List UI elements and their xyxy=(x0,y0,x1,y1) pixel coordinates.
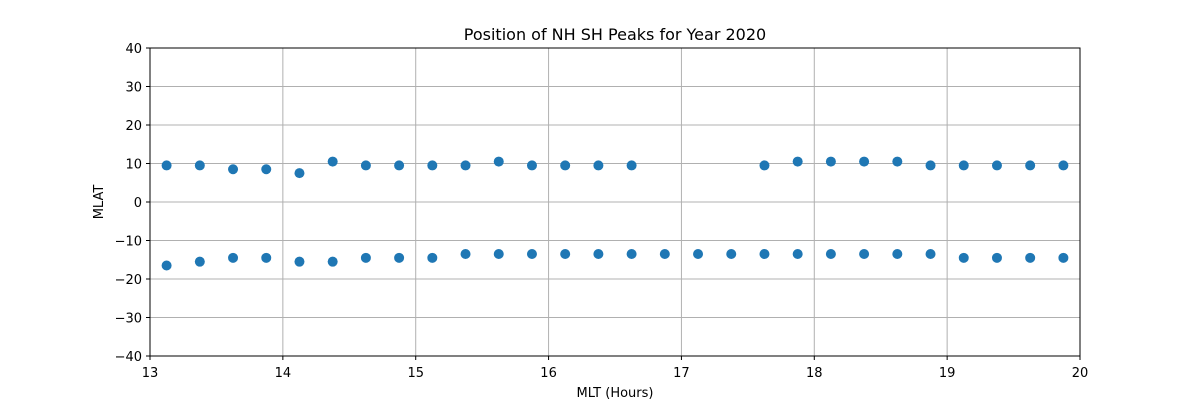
data-point xyxy=(925,160,936,171)
data-point xyxy=(958,160,969,171)
data-point xyxy=(859,248,870,259)
data-point xyxy=(460,160,471,171)
data-point xyxy=(493,156,504,167)
y-tick-label: −20 xyxy=(115,273,142,288)
data-point xyxy=(526,160,537,171)
y-tick-label: 0 xyxy=(134,196,142,211)
x-tick-label: 14 xyxy=(275,366,292,381)
x-tick-label: 18 xyxy=(806,366,823,381)
data-point xyxy=(394,160,405,171)
data-point xyxy=(327,156,338,167)
data-point xyxy=(859,156,870,167)
data-point xyxy=(1058,160,1069,171)
data-point xyxy=(726,248,737,259)
data-point xyxy=(261,252,272,263)
data-point xyxy=(759,248,770,259)
data-point xyxy=(825,248,836,259)
data-point xyxy=(161,260,172,271)
data-point xyxy=(759,160,770,171)
y-tick-label: 40 xyxy=(125,42,142,57)
y-tick-label: 20 xyxy=(125,119,142,134)
x-axis-label: MLT (Hours) xyxy=(577,386,654,400)
data-point xyxy=(360,252,371,263)
chart-title: Position of NH SH Peaks for Year 2020 xyxy=(464,25,766,44)
data-point xyxy=(792,248,803,259)
data-point xyxy=(892,248,903,259)
data-point xyxy=(659,248,670,259)
data-point xyxy=(693,248,704,259)
data-point xyxy=(626,248,637,259)
data-point xyxy=(792,156,803,167)
grid-layer xyxy=(149,47,1081,357)
data-point xyxy=(360,160,371,171)
data-point xyxy=(194,160,205,171)
y-tick-label: 30 xyxy=(125,81,142,96)
data-point xyxy=(626,160,637,171)
data-point xyxy=(991,252,1002,263)
points-layer xyxy=(161,156,1069,271)
y-tick-label: 10 xyxy=(125,158,142,173)
data-point xyxy=(327,256,338,267)
data-point xyxy=(161,160,172,171)
data-point xyxy=(892,156,903,167)
y-tick-label: −10 xyxy=(115,235,142,250)
ticks-layer: 13 14 15 16 17 18 19 20 −40 −30 −20 −10 0 10 20 30 40 xyxy=(115,42,1089,381)
data-point xyxy=(460,248,471,259)
x-tick-label: 15 xyxy=(407,366,424,381)
data-point xyxy=(1025,252,1036,263)
data-point xyxy=(394,252,405,263)
data-point xyxy=(991,160,1002,171)
y-tick-label: −30 xyxy=(115,312,142,327)
data-point xyxy=(294,256,305,267)
data-point xyxy=(493,248,504,259)
data-point xyxy=(228,252,239,263)
data-point xyxy=(560,248,571,259)
x-tick-label: 16 xyxy=(540,366,557,381)
data-point xyxy=(1058,252,1069,263)
data-point xyxy=(560,160,571,171)
x-tick-label: 13 xyxy=(142,366,159,381)
data-point xyxy=(1025,160,1036,171)
data-point xyxy=(261,164,272,175)
data-point xyxy=(228,164,239,175)
data-point xyxy=(958,252,969,263)
data-point xyxy=(925,248,936,259)
data-point xyxy=(593,160,604,171)
y-tick-label: −40 xyxy=(115,350,142,365)
data-point xyxy=(294,168,305,179)
data-point xyxy=(194,256,205,267)
data-point xyxy=(427,252,438,263)
x-tick-label: 17 xyxy=(673,366,690,381)
x-tick-label: 20 xyxy=(1072,366,1089,381)
data-point xyxy=(825,156,836,167)
x-tick-label: 19 xyxy=(939,366,956,381)
data-point xyxy=(427,160,438,171)
data-point xyxy=(593,248,604,259)
data-point xyxy=(526,248,537,259)
y-axis-label: MLAT xyxy=(92,185,107,220)
